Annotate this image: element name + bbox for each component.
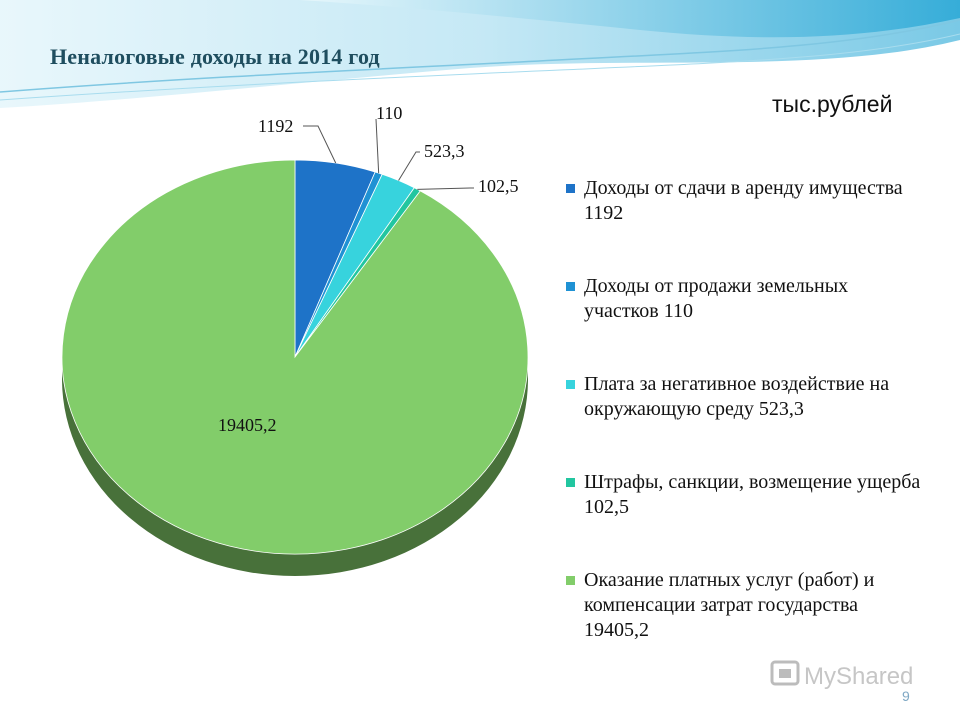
- data-label-1: 110: [376, 103, 402, 123]
- page-number: 9: [902, 688, 910, 704]
- pie-chart: 1192 110 523,3 102,5 19405,2: [61, 103, 529, 576]
- legend-swatch: [566, 478, 575, 487]
- pie-labels: 1192 110 523,3 102,5 19405,2: [218, 103, 519, 435]
- leader-line-3: [417, 187, 474, 190]
- slide-title: Неналоговые доходы на 2014 год: [50, 44, 380, 69]
- legend-label: Доходы от сдачи в аренду имущества 1192: [584, 177, 903, 224]
- pie-slice-4: [61, 159, 529, 555]
- watermark-text: MyShared: [804, 663, 913, 690]
- legend-label: Оказание платных услуг (работ) и компенс…: [584, 569, 875, 641]
- legend-swatch: [566, 576, 575, 585]
- data-label-2: 523,3: [424, 141, 465, 161]
- legend-item-environment: Плата за негативное воздействие на окруж…: [566, 372, 926, 422]
- legend-swatch: [566, 380, 575, 389]
- watermark-logo-icon: [770, 660, 800, 686]
- leader-line-1: [375, 118, 380, 174]
- unit-label: тыс.рублей: [772, 91, 893, 117]
- legend-swatch: [566, 282, 575, 291]
- legend-label: Штрафы, санкции, возмещение ущерба 102,5: [584, 471, 921, 518]
- legend-swatch: [566, 184, 575, 193]
- leader-line-0: [303, 125, 337, 164]
- data-label-3: 102,5: [478, 176, 519, 196]
- pie-leader-lines: [303, 118, 474, 190]
- data-label-0: 1192: [258, 116, 293, 136]
- legend-item-rent: Доходы от сдачи в аренду имущества 1192: [566, 176, 926, 226]
- legend-item-fines: Штрафы, санкции, возмещение ущерба 102,5: [566, 470, 926, 520]
- leader-line-2: [398, 151, 420, 181]
- watermark: MyShared: [770, 656, 930, 701]
- legend-label: Плата за негативное воздействие на окруж…: [584, 373, 890, 420]
- data-label-4: 19405,2: [218, 415, 277, 435]
- pie-slices: [61, 159, 529, 555]
- legend-item-land-sale: Доходы от продажи земельных участков 110: [566, 274, 926, 324]
- legend-item-paid-services: Оказание платных услуг (работ) и компенс…: [566, 568, 926, 643]
- legend-label: Доходы от продажи земельных участков 110: [584, 275, 849, 322]
